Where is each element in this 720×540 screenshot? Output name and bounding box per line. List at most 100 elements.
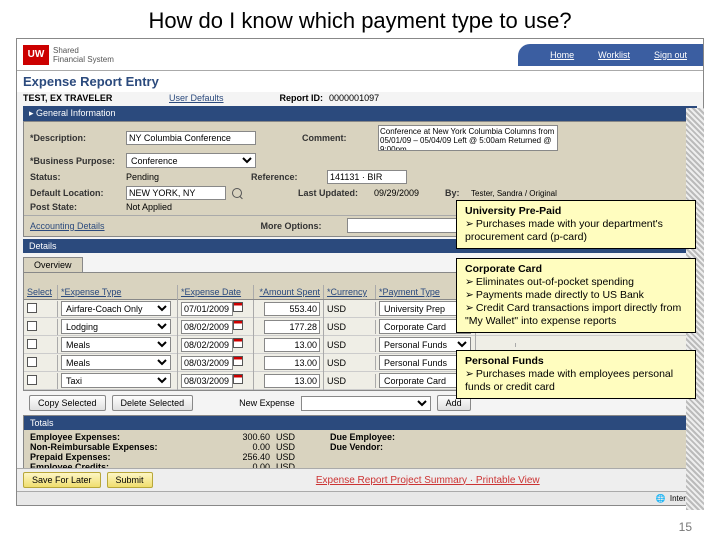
currency-cell: USD bbox=[324, 320, 376, 334]
by-value: Tester, Sandra / Original bbox=[471, 189, 557, 198]
currency-cell: USD bbox=[324, 356, 376, 370]
callout-2-bullet-2: Payments made directly to US Bank bbox=[465, 289, 687, 302]
last-updated-value: 09/29/2009 bbox=[374, 188, 419, 198]
due-employee-lbl: Due Employee: bbox=[330, 432, 430, 442]
th-select[interactable]: Select bbox=[24, 285, 58, 299]
callout-2-bullet-1: Eliminates out-of-pocket spending bbox=[465, 276, 687, 289]
due-vendor-lbl: Due Vendor: bbox=[330, 442, 430, 452]
report-id-label: Report ID: bbox=[280, 93, 324, 103]
expense-type-select[interactable]: Meals bbox=[61, 337, 171, 352]
tot-nonreimb-val: 0.00 bbox=[190, 442, 270, 452]
post-state-value: Not Applied bbox=[126, 202, 172, 212]
reference-input[interactable] bbox=[327, 170, 407, 184]
delete-selected-button[interactable]: Delete Selected bbox=[112, 395, 194, 411]
report-id-value: 0000001097 bbox=[329, 93, 379, 103]
nav-home[interactable]: Home bbox=[550, 50, 574, 60]
user-defaults-link[interactable]: User Defaults bbox=[169, 93, 224, 103]
row-checkbox[interactable] bbox=[27, 375, 37, 385]
th-amount-spent[interactable]: *Amount Spent bbox=[254, 285, 324, 299]
callout-university-prepaid: University Pre-Paid Purchases made with … bbox=[456, 200, 696, 249]
expense-type-select[interactable]: Meals bbox=[61, 355, 171, 370]
totals-header: Totals bbox=[24, 416, 696, 430]
expense-date-input[interactable] bbox=[181, 338, 233, 352]
expense-date-input[interactable] bbox=[181, 374, 233, 388]
new-expense-label: New Expense bbox=[239, 398, 295, 408]
expense-date-input[interactable] bbox=[181, 356, 233, 370]
amount-input[interactable] bbox=[264, 320, 320, 334]
row-checkbox[interactable] bbox=[27, 357, 37, 367]
last-updated-label: Last Updated: bbox=[298, 188, 368, 198]
th-expense-type[interactable]: *Expense Type bbox=[58, 285, 178, 299]
tot-cur-3: USD bbox=[270, 452, 310, 462]
calendar-icon[interactable] bbox=[233, 374, 243, 384]
nav-worklist[interactable]: Worklist bbox=[598, 50, 630, 60]
billing-cell bbox=[476, 343, 516, 347]
copy-selected-button[interactable]: Copy Selected bbox=[29, 395, 106, 411]
description-label: *Description: bbox=[30, 133, 120, 143]
footer-bar: Save For Later Submit Expense Report Pro… bbox=[17, 468, 703, 491]
footer-links[interactable]: Expense Report Project Summary · Printab… bbox=[316, 475, 540, 486]
row-checkbox[interactable] bbox=[27, 321, 37, 331]
browser-statusbar: 🌐 Internet bbox=[17, 491, 703, 505]
currency-cell: USD bbox=[324, 338, 376, 352]
description-input[interactable] bbox=[126, 131, 256, 145]
comment-label: Comment: bbox=[302, 133, 372, 143]
system-name: Shared Financial System bbox=[53, 46, 114, 64]
traveler-row: TEST, EX TRAVELER User Defaults Report I… bbox=[17, 92, 703, 104]
expense-type-select[interactable]: Taxi bbox=[61, 373, 171, 388]
callout-1-title: University Pre-Paid bbox=[465, 205, 687, 218]
expense-date-input[interactable] bbox=[181, 320, 233, 334]
tot-prepaid-val: 256.40 bbox=[190, 452, 270, 462]
comment-textarea[interactable]: Conference at New York Columbia Columns … bbox=[378, 125, 558, 151]
slide-title: How do I know which payment type to use? bbox=[0, 0, 720, 38]
traveler-name: TEST, EX TRAVELER bbox=[23, 93, 163, 103]
more-options-label: More Options: bbox=[261, 221, 341, 231]
status-value: Pending bbox=[126, 172, 159, 182]
submit-button[interactable]: Submit bbox=[107, 472, 153, 488]
reference-label: Reference: bbox=[251, 172, 321, 182]
callout-3-bullet-1: Purchases made with employees personal f… bbox=[465, 368, 687, 394]
default-location-input[interactable] bbox=[126, 186, 226, 200]
amount-input[interactable] bbox=[264, 302, 320, 316]
app-header: UW Shared Financial System Home Worklist… bbox=[17, 39, 703, 71]
th-currency[interactable]: *Currency bbox=[324, 285, 376, 299]
calendar-icon[interactable] bbox=[233, 356, 243, 366]
tab-overview[interactable]: Overview bbox=[23, 257, 83, 272]
tot-cur-2: USD bbox=[270, 442, 310, 452]
default-location-label: Default Location: bbox=[30, 188, 120, 198]
th-expense-date[interactable]: *Expense Date bbox=[178, 285, 254, 299]
business-purpose-select[interactable]: Conference bbox=[126, 153, 256, 168]
post-state-label: Post State: bbox=[30, 202, 120, 212]
amount-input[interactable] bbox=[264, 338, 320, 352]
calendar-icon[interactable] bbox=[233, 338, 243, 348]
calendar-icon[interactable] bbox=[233, 302, 243, 312]
save-button[interactable]: Save For Later bbox=[23, 472, 101, 488]
currency-cell: USD bbox=[324, 302, 376, 316]
slide-number: 15 bbox=[679, 520, 692, 534]
callout-1-bullet-1: Purchases made with your department's pr… bbox=[465, 218, 687, 244]
accounting-details-link[interactable]: Accounting Details bbox=[30, 221, 105, 231]
tot-cur-1: USD bbox=[270, 432, 310, 442]
nav-signout[interactable]: Sign out bbox=[654, 50, 687, 60]
calendar-icon[interactable] bbox=[233, 320, 243, 330]
business-purpose-label: *Business Purpose: bbox=[30, 156, 120, 166]
row-checkbox[interactable] bbox=[27, 339, 37, 349]
tot-emp-exp-val: 300.60 bbox=[190, 432, 270, 442]
expense-type-select[interactable]: Airfare-Coach Only bbox=[61, 301, 171, 316]
new-expense-select[interactable] bbox=[301, 396, 431, 411]
tot-prepaid-lbl: Prepaid Expenses: bbox=[30, 452, 190, 462]
amount-input[interactable] bbox=[264, 374, 320, 388]
section-title: Expense Report Entry bbox=[17, 71, 703, 92]
system-name-1: Shared bbox=[53, 46, 114, 55]
expense-type-select[interactable]: Lodging bbox=[61, 319, 171, 334]
expense-date-input[interactable] bbox=[181, 302, 233, 316]
app-logo: UW Shared Financial System bbox=[17, 45, 167, 65]
app-nav: Home Worklist Sign out bbox=[518, 44, 703, 66]
currency-cell: USD bbox=[324, 374, 376, 388]
general-info-header[interactable]: ▸ General Information bbox=[23, 106, 697, 121]
callout-2-title: Corporate Card bbox=[465, 263, 687, 276]
callout-personal-funds: Personal Funds Purchases made with emplo… bbox=[456, 350, 696, 399]
amount-input[interactable] bbox=[264, 356, 320, 370]
row-checkbox[interactable] bbox=[27, 303, 37, 313]
search-icon[interactable] bbox=[232, 188, 242, 198]
